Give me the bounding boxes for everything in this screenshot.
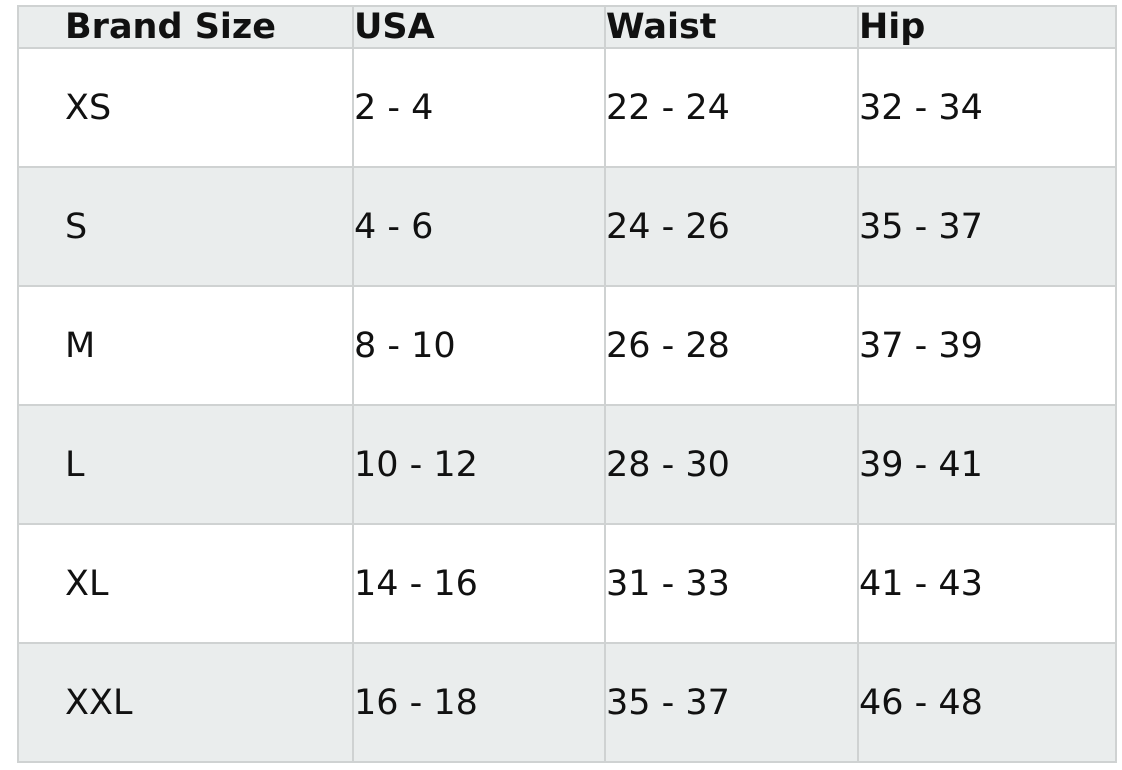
size-table: Brand Size USA Waist Hip XS 2 - 4 22 - 24 32 -… (17, 5, 1117, 763)
table-cell: 16 - 18 (352, 642, 606, 763)
table-cell: 14 - 16 (352, 523, 606, 644)
header-row: Brand Size USA Waist Hip (17, 5, 1117, 49)
table-row: XL 14 - 16 31 - 33 41 - 43 (17, 523, 1117, 644)
table-cell: 10 - 12 (352, 404, 606, 525)
table-cell: 26 - 28 (604, 285, 859, 406)
header-cell: Brand Size (17, 5, 354, 49)
table-row: XXL 16 - 18 35 - 37 46 - 48 (17, 642, 1117, 763)
table-row: L 10 - 12 28 - 30 39 - 41 (17, 404, 1117, 525)
header-cell: Hip (857, 5, 1117, 49)
table-cell: 46 - 48 (857, 642, 1117, 763)
table-cell: XXL (17, 642, 354, 763)
table-cell: 39 - 41 (857, 404, 1117, 525)
table-cell: 4 - 6 (352, 166, 606, 287)
table-cell: 31 - 33 (604, 523, 859, 644)
table-cell: 22 - 24 (604, 47, 859, 168)
table-cell: 24 - 26 (604, 166, 859, 287)
table-cell: 37 - 39 (857, 285, 1117, 406)
table-cell: L (17, 404, 354, 525)
header-cell: USA (352, 5, 606, 49)
table-cell: S (17, 166, 354, 287)
table-cell: XL (17, 523, 354, 644)
table-row: XS 2 - 4 22 - 24 32 - 34 (17, 47, 1117, 168)
header-cell: Waist (604, 5, 859, 49)
table-cell: 35 - 37 (857, 166, 1117, 287)
table-cell: XS (17, 47, 354, 168)
size-chart: Brand Size USA Waist Hip XS 2 - 4 22 - 24 32 -… (17, 5, 1117, 763)
table-cell: 8 - 10 (352, 285, 606, 406)
table-cell: 28 - 30 (604, 404, 859, 525)
table-cell: M (17, 285, 354, 406)
table-cell: 35 - 37 (604, 642, 859, 763)
table-cell: 2 - 4 (352, 47, 606, 168)
table-cell: 32 - 34 (857, 47, 1117, 168)
table-cell: 41 - 43 (857, 523, 1117, 644)
